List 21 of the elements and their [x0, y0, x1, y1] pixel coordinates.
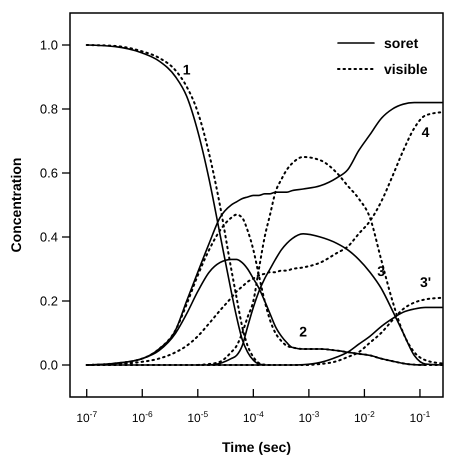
annotation: 4: [422, 124, 430, 140]
x-tick-label: 10$^{-7}$: [76, 409, 98, 425]
annotation: 1: [182, 61, 191, 78]
annotation: 3': [420, 274, 432, 290]
y-tick-label: 1.0: [40, 38, 58, 52]
x-tick-label: 10$^{-3}$: [298, 409, 320, 425]
y-tick-label: 0.0: [40, 358, 58, 372]
y-axis-title: Concentration: [8, 158, 24, 252]
legend-label: soret: [384, 35, 419, 51]
x-axis-title: Time (sec): [222, 439, 291, 455]
y-tick-label: 0.6: [40, 166, 58, 180]
x-tick-label: 10$^{-6}$: [132, 409, 153, 425]
x-tick-label: 10$^{-4}$: [242, 409, 264, 425]
annotation: 2: [299, 324, 308, 340]
x-tick-label: 10$^{-1}$: [410, 409, 431, 425]
y-tick-label: 0.2: [40, 294, 58, 308]
y-tick-label: 0.4: [40, 230, 58, 244]
legend-label: visible: [384, 61, 428, 77]
y-tick-label: 0.8: [40, 102, 58, 116]
x-tick-label: 10$^{-5}$: [187, 409, 209, 425]
x-tick-label: 10$^{-2}$: [354, 409, 376, 425]
